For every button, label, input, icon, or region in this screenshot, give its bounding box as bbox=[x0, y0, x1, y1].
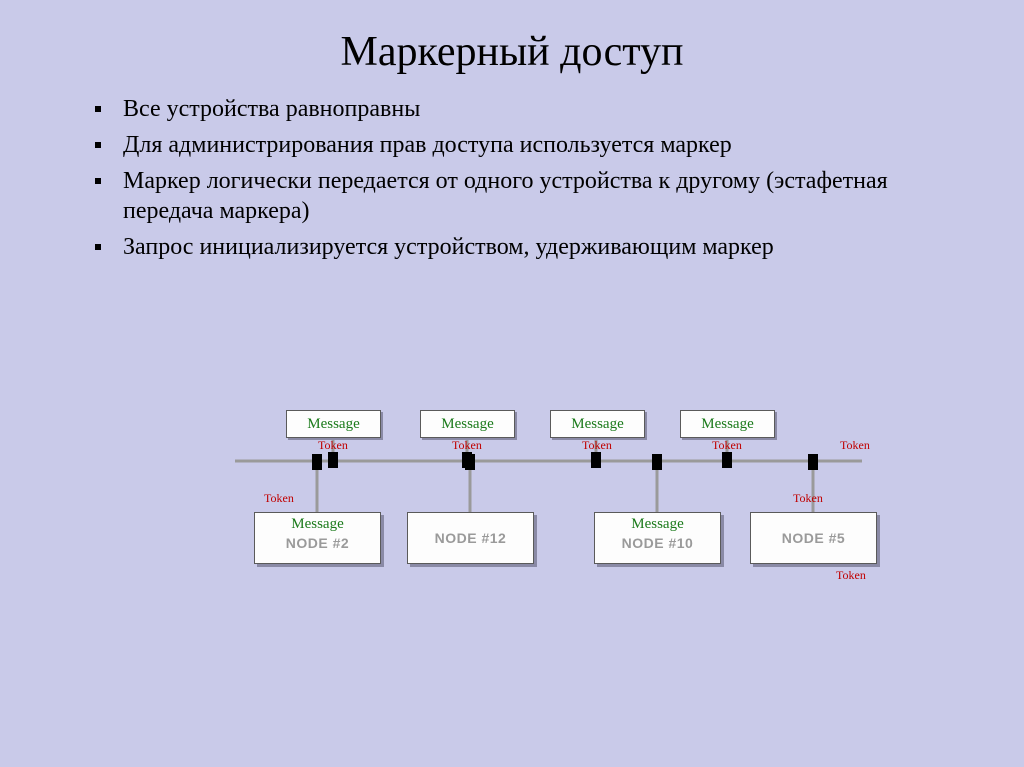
token-label: Token bbox=[836, 568, 866, 583]
token-label: Token bbox=[264, 491, 294, 506]
node-box: NODE #5 bbox=[750, 512, 877, 564]
message-box: Message bbox=[550, 410, 645, 438]
node-box: MessageNODE #10 bbox=[594, 512, 721, 564]
message-box: Message bbox=[286, 410, 381, 438]
slide: Маркерный доступ Все устройства равнопра… bbox=[0, 0, 1024, 767]
node-message-label: Message bbox=[595, 513, 720, 533]
token-label: Token bbox=[582, 438, 612, 453]
node-label: NODE #2 bbox=[255, 533, 380, 553]
node-label: NODE #5 bbox=[751, 513, 876, 563]
token-label: Token bbox=[712, 438, 742, 453]
token-label: Token bbox=[452, 438, 482, 453]
token-label: Token bbox=[793, 491, 823, 506]
diagram-svg bbox=[0, 0, 1024, 767]
message-box: Message bbox=[680, 410, 775, 438]
token-label: Token bbox=[840, 438, 870, 453]
node-message-label: Message bbox=[255, 513, 380, 533]
node-label: NODE #10 bbox=[595, 533, 720, 553]
token-label: Token bbox=[318, 438, 348, 453]
node-box: NODE #12 bbox=[407, 512, 534, 564]
message-box: Message bbox=[420, 410, 515, 438]
node-label: NODE #12 bbox=[408, 513, 533, 563]
node-box: MessageNODE #2 bbox=[254, 512, 381, 564]
